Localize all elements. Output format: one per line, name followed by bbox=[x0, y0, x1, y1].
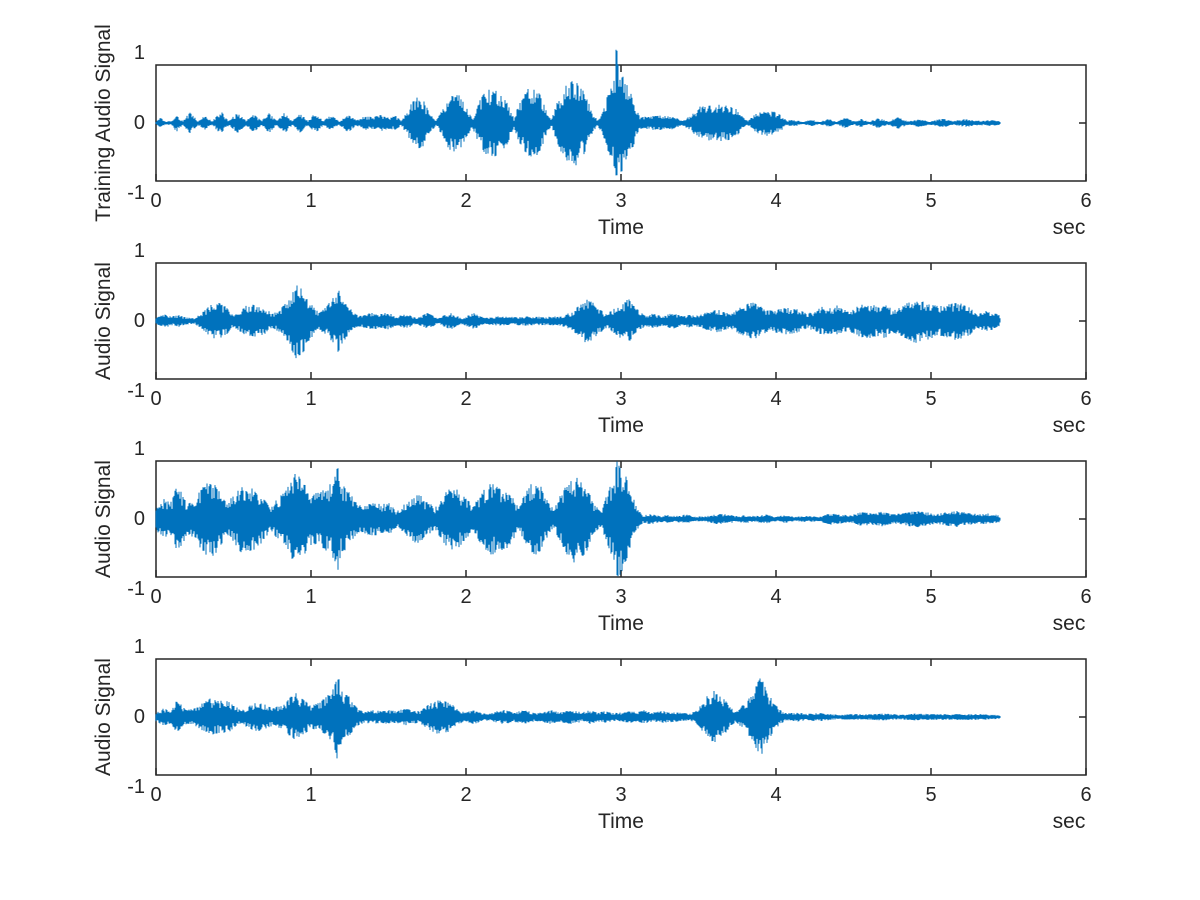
x-tick-label: 2 bbox=[460, 784, 472, 806]
x-tick-label: 0 bbox=[150, 388, 162, 410]
x-tick-label: 1 bbox=[305, 190, 317, 212]
x-tick-label: 5 bbox=[925, 190, 937, 212]
x-tick-label: 6 bbox=[1080, 784, 1092, 806]
y-tick-label: 1 bbox=[133, 42, 145, 64]
subplot-audio-signal-3: Audio Signal Time sec 1 0 -1 0 1 2 3 4 5 6 bbox=[0, 629, 1200, 849]
subplot-audio-signal-1: Audio Signal Time sec 1 0 -1 0 1 2 3 4 5 6 bbox=[0, 233, 1200, 453]
x-tick-label: 0 bbox=[150, 784, 162, 806]
x-tick-label: 5 bbox=[925, 784, 937, 806]
y-tick-label: 1 bbox=[133, 636, 145, 658]
y-tick-label: 0 bbox=[133, 310, 145, 332]
x-tick-label: 6 bbox=[1080, 388, 1092, 410]
x-tick-label: 6 bbox=[1080, 190, 1092, 212]
x-tick-label: 4 bbox=[770, 190, 782, 212]
x-unit-label: sec bbox=[1052, 612, 1086, 635]
x-tick-label: 3 bbox=[615, 586, 627, 608]
x-tick-label: 1 bbox=[305, 586, 317, 608]
y-tick-label: 0 bbox=[133, 112, 145, 134]
x-tick-label: 2 bbox=[460, 190, 472, 212]
y-tick-label: 1 bbox=[133, 438, 145, 460]
waveform-plot bbox=[155, 460, 1087, 578]
x-tick-label: 4 bbox=[770, 586, 782, 608]
x-axis-label: Time bbox=[598, 414, 644, 437]
x-unit-label: sec bbox=[1052, 810, 1086, 833]
waveform-plot bbox=[155, 658, 1087, 776]
audio-waveform-line bbox=[155, 49, 1001, 176]
audio-waveform-line bbox=[155, 461, 1001, 577]
audio-waveform-line bbox=[155, 285, 1001, 359]
subplot-audio-signal-2: Audio Signal Time sec 1 0 -1 0 1 2 3 4 5 6 bbox=[0, 431, 1200, 651]
y-tick-label: -1 bbox=[127, 776, 145, 798]
x-unit-label: sec bbox=[1052, 216, 1086, 239]
x-tick-label: 3 bbox=[615, 190, 627, 212]
x-axis-label: Time bbox=[598, 612, 644, 635]
x-axis-label: Time bbox=[598, 810, 644, 833]
x-tick-label: 3 bbox=[615, 388, 627, 410]
x-tick-label: 0 bbox=[150, 190, 162, 212]
x-tick-label: 0 bbox=[150, 586, 162, 608]
y-tick-label: -1 bbox=[127, 182, 145, 204]
x-tick-label: 1 bbox=[305, 388, 317, 410]
audio-waveform-line bbox=[155, 678, 1001, 759]
waveform-plot bbox=[155, 49, 1087, 182]
y-tick-label: -1 bbox=[127, 578, 145, 600]
x-tick-label: 6 bbox=[1080, 586, 1092, 608]
x-tick-label: 3 bbox=[615, 784, 627, 806]
subplot-training-audio-signal: Training Audio Signal Time sec 1 0 -1 0 1 2 3 4… bbox=[0, 24, 1200, 255]
x-unit-label: sec bbox=[1052, 414, 1086, 437]
waveform-plot bbox=[155, 262, 1087, 380]
x-tick-label: 5 bbox=[925, 388, 937, 410]
x-tick-label: 2 bbox=[460, 586, 472, 608]
x-tick-label: 4 bbox=[770, 388, 782, 410]
x-axis-label: Time bbox=[598, 216, 644, 239]
y-tick-label: 1 bbox=[133, 240, 145, 262]
x-tick-label: 4 bbox=[770, 784, 782, 806]
y-tick-label: 0 bbox=[133, 706, 145, 728]
y-tick-label: -1 bbox=[127, 380, 145, 402]
x-tick-label: 2 bbox=[460, 388, 472, 410]
x-tick-label: 5 bbox=[925, 586, 937, 608]
y-tick-label: 0 bbox=[133, 508, 145, 530]
x-tick-label: 1 bbox=[305, 784, 317, 806]
